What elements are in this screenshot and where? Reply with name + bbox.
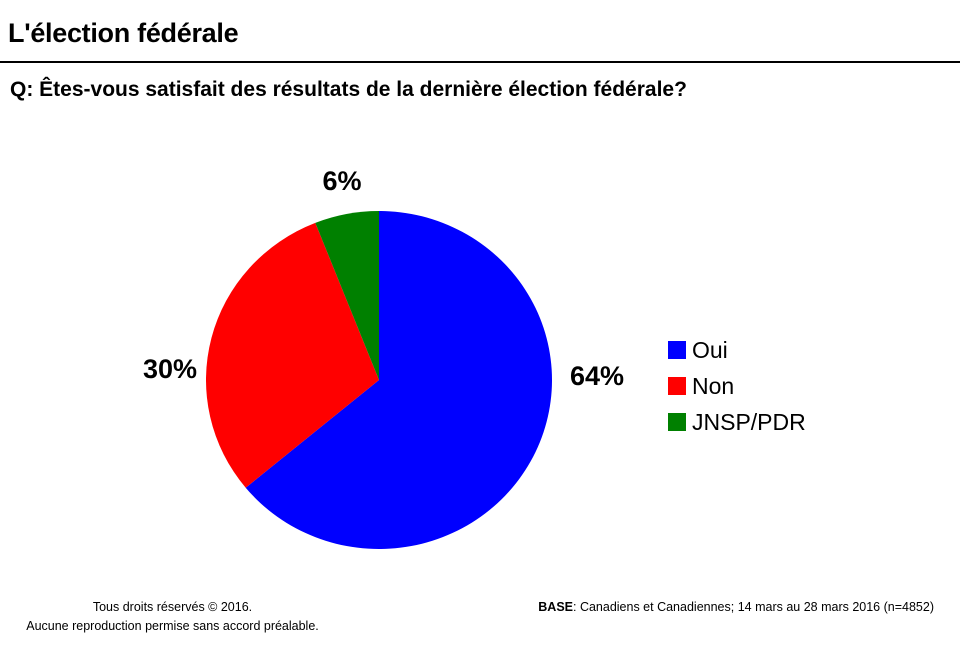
legend-item-jnsp: JNSP/PDR	[668, 404, 806, 440]
base-label: BASE	[538, 600, 573, 614]
legend-swatch-oui	[668, 341, 686, 359]
base-text: : Canadiens et Canadiennes; 14 mars au 2…	[573, 600, 934, 614]
data-label-jnsppdr: 6%	[322, 166, 361, 196]
title-divider	[0, 61, 960, 63]
legend-item-oui: Oui	[668, 332, 806, 368]
legend-label-non: Non	[692, 372, 735, 399]
copyright-line-2: Aucune reproduction permise sans accord …	[26, 619, 319, 633]
pie-slice-oui	[245, 211, 553, 550]
legend-item-non: Non	[668, 368, 806, 404]
copyright-line-1: Tous droits réservés © 2016.	[92, 600, 253, 614]
pie-slice-non	[206, 222, 379, 488]
page-title: L'élection fédérale	[8, 18, 239, 48]
survey-question: Q: Êtes-vous satisfait des résultats de …	[10, 78, 687, 101]
base-note: BASE: Canadiens et Canadiennes; 14 mars …	[538, 598, 934, 617]
chart-legend: Oui Non JNSP/PDR	[668, 332, 806, 440]
data-label-oui: 64%	[570, 361, 624, 391]
legend-label-oui: Oui	[692, 336, 728, 363]
legend-label-jnsp: JNSP/PDR	[692, 408, 806, 435]
legend-swatch-non	[668, 377, 686, 395]
legend-swatch-jnsp	[668, 413, 686, 431]
pie-slice-jnsppdr	[315, 211, 379, 380]
copyright-notice: Tous droits réservés © 2016. Aucune repr…	[0, 598, 345, 636]
data-label-non: 30%	[143, 354, 197, 384]
